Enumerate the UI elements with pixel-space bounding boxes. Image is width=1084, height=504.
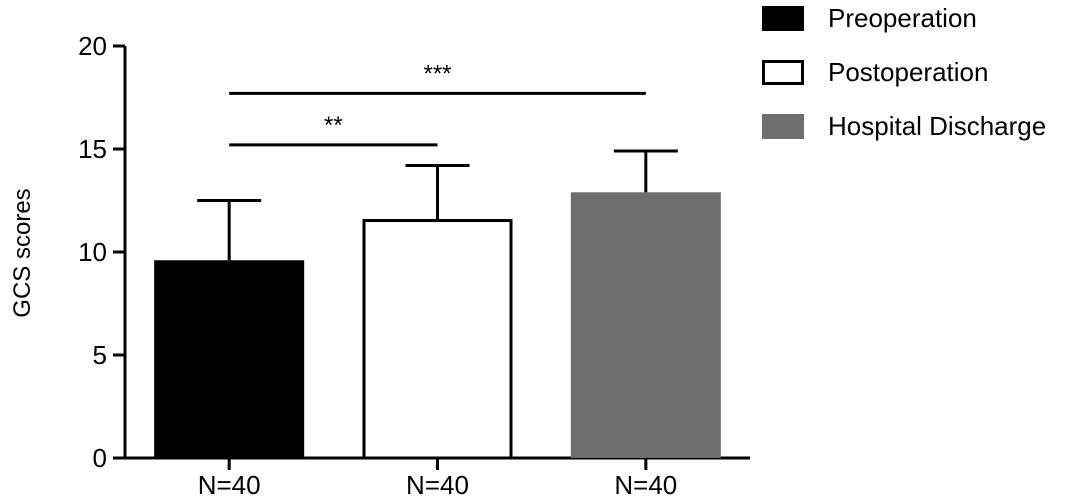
bar (570, 192, 721, 458)
bars (154, 192, 721, 460)
legend-label: Preoperation (828, 3, 977, 33)
y-axis-title: GCS scores (9, 188, 36, 317)
x-tick-label: N=40 (198, 470, 261, 500)
y-tick-label: 10 (78, 237, 107, 267)
y-axis: 0 5 10 15 20 (78, 31, 127, 473)
bar (154, 260, 305, 458)
legend-label: Hospital Discharge (828, 111, 1046, 141)
legend: Preoperation Postoperation Hospital Discha… (762, 3, 1046, 141)
legend-swatch (762, 114, 804, 139)
error-bars (197, 149, 678, 261)
y-tick-label: 5 (93, 340, 107, 370)
y-tick-label: 0 (93, 443, 107, 473)
legend-swatch (762, 60, 804, 85)
x-tick-label: N=40 (406, 470, 469, 500)
legend-swatch (762, 6, 804, 31)
y-tick-label: 20 (78, 31, 107, 61)
significance-label: *** (423, 60, 451, 87)
significance-label: ** (324, 112, 343, 139)
x-tick-label: N=40 (614, 470, 677, 500)
x-axis: N=40 N=40 N=40 (123, 456, 750, 500)
significance-brackets: ***** (229, 60, 646, 147)
bar (362, 219, 513, 460)
legend-label: Postoperation (828, 57, 988, 87)
y-tick-label: 15 (78, 134, 107, 164)
